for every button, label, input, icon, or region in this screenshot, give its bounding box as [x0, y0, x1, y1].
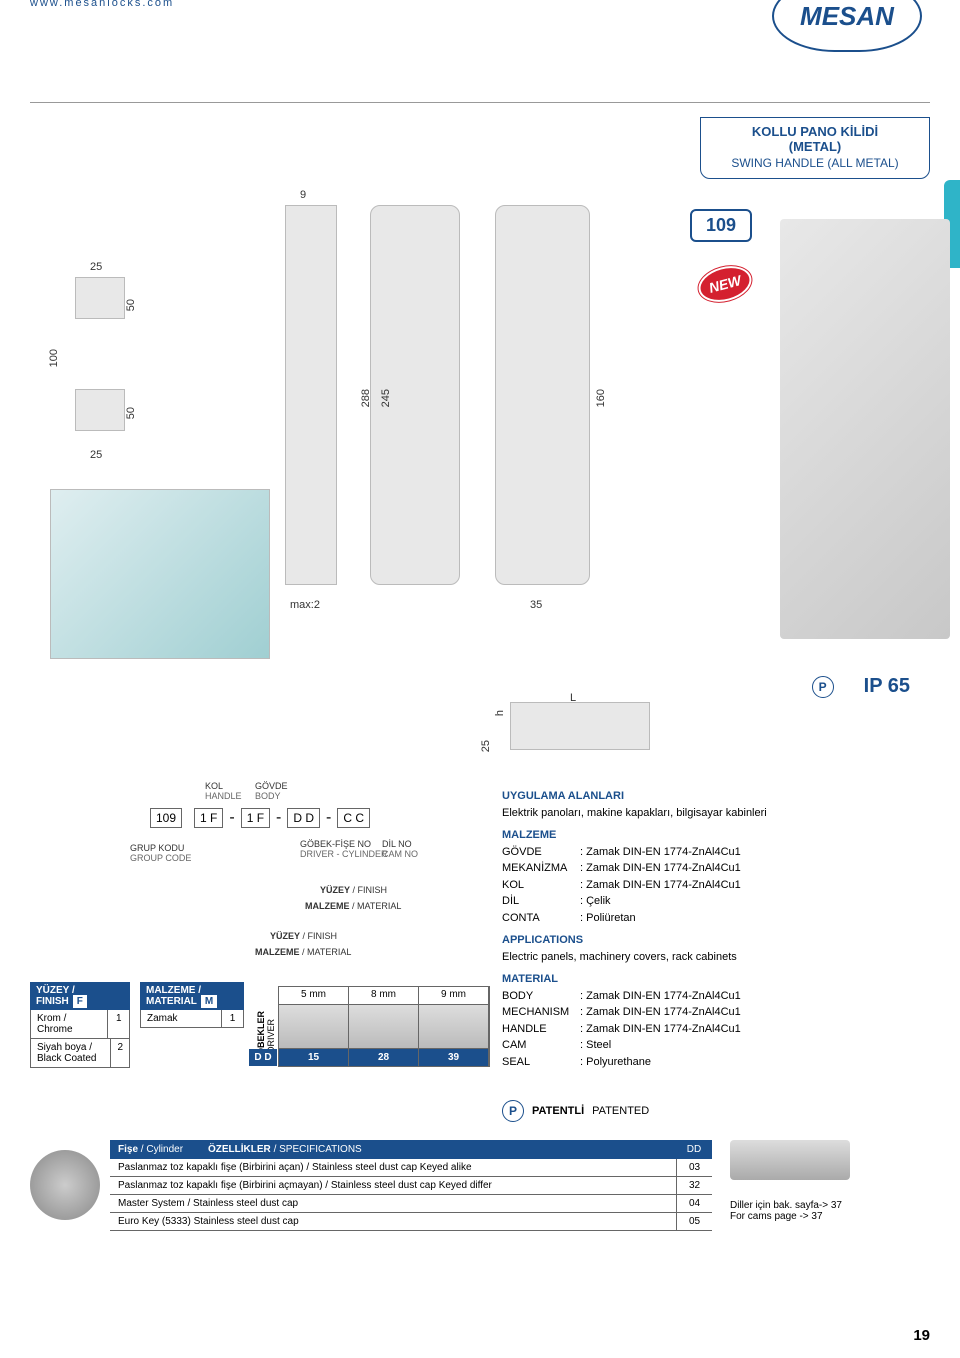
code-b2: 1 F — [241, 808, 270, 828]
cam-image — [730, 1140, 850, 1180]
cylinder-image — [30, 1150, 100, 1220]
product-render — [780, 219, 950, 639]
govde-en: BODY — [255, 792, 288, 802]
patent-tr: PATENTLİ — [532, 1103, 584, 1120]
note-en: For cams page -> 37 — [730, 1211, 930, 1222]
website: www.mesanlocks.com — [30, 0, 329, 9]
dim-245: 245 — [380, 389, 392, 407]
patent-row: P PATENTLİ PATENTED — [502, 1100, 930, 1122]
malzeme-en-2: / MATERIAL — [302, 947, 351, 957]
spec-malz-title: MALZEME — [502, 827, 930, 844]
technical-drawings: 9 25 50 100 50 25 max:2 288 245 160 35 1… — [30, 189, 930, 669]
brand-logo: MESAN ® — [772, 0, 922, 52]
code-b1: 1 F — [194, 808, 223, 828]
title-en: SWING HANDLE (ALL METAL) — [729, 156, 901, 170]
dim-25b: 25 — [90, 449, 102, 461]
dim-9: 9 — [300, 189, 306, 201]
spec-uyg-text: Elektrik panoları, makine kapakları, bil… — [502, 805, 930, 822]
p-icon-2: P — [502, 1100, 524, 1122]
patent-en: PATENTED — [592, 1103, 649, 1120]
spec-app-text: Electric panels, machinery covers, rack … — [502, 949, 930, 966]
code-b4: C C — [337, 808, 370, 828]
cam-25: 25 — [480, 740, 492, 752]
dim-100: 100 — [48, 349, 60, 367]
yuzey-en-2: / FINISH — [303, 931, 338, 941]
dim-35: 35 — [530, 599, 542, 611]
page-number: 19 — [913, 1327, 930, 1344]
grup-en: GROUP CODE — [130, 854, 191, 864]
yuzey-tr-2: YÜZEY — [270, 931, 300, 941]
driver-img-1 — [279, 1005, 349, 1049]
cylinder-notes: Diller için bak. sayfa-> 37 For cams pag… — [730, 1140, 930, 1231]
dil-en: CAM NO — [382, 850, 418, 860]
cylinder-table: Fişe / Cylinder ÖZELLİKLER / SPECIFICATI… — [110, 1140, 712, 1231]
product-code-badge: 109 — [690, 209, 752, 242]
new-badge: NEW — [697, 263, 753, 305]
driver-table: GÖBEKLER DRIVER 5 mm 8 mm 9 mm 15 28 — [254, 986, 490, 1066]
malzeme-tr-1: MALZEME — [305, 901, 350, 911]
spec-app-title: APPLICATIONS — [502, 932, 930, 949]
malzeme-tr-2: MALZEME — [255, 947, 300, 957]
malzeme-en-1: / MATERIAL — [352, 901, 401, 911]
code-group: 109 — [150, 808, 182, 828]
dd-label: D D — [249, 1049, 277, 1066]
product-title-box: KOLLU PANO KİLİDİ (METAL) SWING HANDLE (… — [700, 117, 930, 179]
gobek-en: DRIVER - CYLINDER — [300, 849, 388, 859]
spec-uyg-title: UYGULAMA ALANLARI — [502, 788, 930, 805]
dim-50a: 50 — [125, 299, 137, 311]
gobek-tr: GÖBEK-FİŞE NO — [300, 839, 371, 849]
yuzey-en-1: / FINISH — [353, 885, 388, 895]
title-tr: KOLLU PANO KİLİDİ (METAL) — [729, 124, 901, 154]
page-header: MESAN KİLİT LTD. ŞTİ / CATOLOGUE 2008 ww… — [30, 0, 930, 52]
cam-h: h — [494, 710, 506, 716]
dim-288: 288 — [360, 389, 372, 407]
dim-max: max:2 — [290, 599, 320, 611]
driver-img-3 — [419, 1005, 489, 1049]
spec-mat-title: MATERIAL — [502, 971, 930, 988]
specifications: UYGULAMA ALANLARI Elektrik panoları, mak… — [502, 782, 930, 1122]
finish-table: YÜZEY / FINISHF Krom / Chrome1 Siyah boy… — [30, 982, 130, 1068]
ordering-code-scheme: KOL HANDLE GÖVDE BODY 109 1 F - 1 F - D … — [30, 782, 490, 1072]
kol-en: HANDLE — [205, 792, 242, 802]
material-table: MALZEME / MATERIALM Zamak1 — [140, 982, 244, 1028]
dim-160: 160 — [595, 389, 607, 407]
code-b3: D D — [287, 808, 320, 828]
dim-50b: 50 — [125, 407, 137, 419]
dim-25a: 25 — [90, 261, 102, 273]
note-tr: Diller için bak. sayfa-> 37 — [730, 1200, 930, 1211]
driver-img-2 — [349, 1005, 419, 1049]
yuzey-tr-1: YÜZEY — [320, 885, 350, 895]
